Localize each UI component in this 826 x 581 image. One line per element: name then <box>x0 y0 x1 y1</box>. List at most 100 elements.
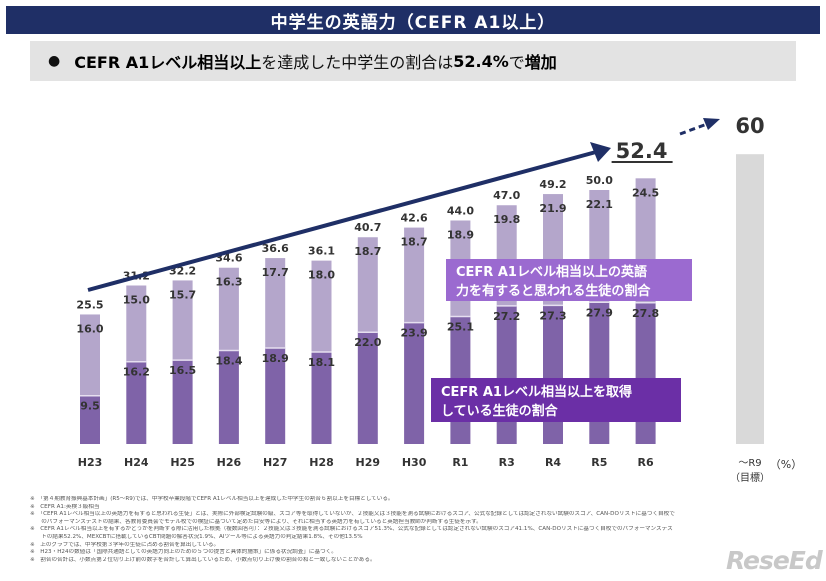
top-value-label: 15.7 <box>169 288 196 301</box>
bottom-value-label: 27.2 <box>493 310 520 323</box>
bar-bottom-segment <box>172 360 193 444</box>
x-tick-label: H30 <box>402 456 427 469</box>
total-value-label: 40.7 <box>354 221 381 234</box>
target-dashed-arrow-line <box>679 122 708 136</box>
bar-bottom-segment <box>311 352 332 444</box>
footnote: ※ CEFR A1レベル相当以上を有するかどうかを判断する際に活用した根拠（複数… <box>30 526 673 533</box>
target-category-sublabel: （目標） <box>730 471 770 484</box>
bar-bottom-segment <box>265 347 286 444</box>
footnote: ※ 「第４期教育振興基本計画」(R5〜R9)では、中学校卒業段階でCEFR A1… <box>30 496 394 502</box>
page-title: 中学生の英語力（CEFR A1以上） <box>6 6 820 34</box>
bar-top-segment <box>404 227 425 323</box>
x-tick-label: H25 <box>170 456 195 469</box>
total-value-label: 44.0 <box>447 204 474 217</box>
bar-top-segment <box>126 285 147 362</box>
headline-part-4: で <box>508 53 525 72</box>
top-value-label: 18.9 <box>447 228 474 241</box>
top-value-label: 18.0 <box>308 269 335 282</box>
total-value-label: 50.0 <box>586 174 613 187</box>
bar-top-segment <box>265 258 286 348</box>
legend-box-bottom <box>431 378 681 422</box>
headline-part-5: 増加 <box>524 53 557 72</box>
x-tick-label: R3 <box>499 456 515 469</box>
bar-top-segment <box>218 267 239 351</box>
bar-bottom-segment <box>126 361 147 444</box>
top-value-label: 19.8 <box>493 213 520 226</box>
bottom-value-label: 18.4 <box>215 355 242 368</box>
bar-bottom-segment <box>496 305 517 444</box>
bottom-value-label: 25.1 <box>447 320 474 333</box>
total-value-label: 36.1 <box>308 245 335 258</box>
bottom-value-label: 22.0 <box>354 336 381 349</box>
legend-text-top-line2: 力を有すると思われる生徒の割合 <box>456 283 651 299</box>
bar-top-segment <box>172 280 193 361</box>
headline-part-3: 52.4% <box>453 51 509 71</box>
bar-top-segment <box>80 314 100 396</box>
x-tick-label: H29 <box>356 456 381 469</box>
bar-top-segment <box>357 237 378 333</box>
x-tick-label: H24 <box>124 456 149 469</box>
bar-bottom-segment <box>543 305 563 444</box>
bar-bottom-segment <box>404 322 425 444</box>
x-tick-label: R5 <box>591 456 607 469</box>
footnote: のパフォーマンステストの結果、各教育委員会でモデル校での検証に基づいて定めた目安… <box>30 518 482 525</box>
footnote: ※ H23・H24の数値は「国際共通語としての英語力向上のための５つの提言と具体… <box>30 549 337 556</box>
bottom-value-label: 9.5 <box>80 400 100 413</box>
top-value-label: 22.1 <box>586 198 613 211</box>
top-value-label: 16.0 <box>76 322 103 335</box>
target-bar <box>736 154 764 444</box>
target-value-label: 60 <box>735 114 764 138</box>
headline-box: ● CEFR A1レベル相当以上 を達成した中学生の割合は 52.4% で 増加 <box>30 41 796 81</box>
target-dashed-arrow-head <box>703 118 720 130</box>
x-tick-label: R6 <box>638 456 654 469</box>
bottom-value-label: 27.3 <box>539 309 566 322</box>
bar-bottom-segment <box>357 332 378 444</box>
top-value-label: 18.7 <box>401 236 428 249</box>
bullet-icon: ● <box>48 53 61 69</box>
legend-text-bottom-line1: CEFR A1レベル相当以上を取得 <box>441 384 632 400</box>
bottom-value-label: 23.9 <box>401 327 428 340</box>
x-tick-label: H23 <box>78 456 103 469</box>
top-value-label: 21.9 <box>539 202 566 215</box>
bottom-value-label: 27.8 <box>632 307 659 320</box>
bottom-value-label: 16.2 <box>123 366 150 379</box>
footnote: ※ 上のグラフでは、中学校第３学年の生徒に占める割合を算出している。 <box>30 541 220 548</box>
resemom-logo: ReseEd <box>726 546 823 575</box>
footnote: ※ 割合の合計は、小数点第２位切り上げ前の数字を合計して算出しているため、小数点… <box>30 556 376 563</box>
top-value-label: 24.5 <box>632 186 659 199</box>
top-value-label: 16.3 <box>215 276 242 289</box>
bar-top-segment <box>311 260 332 353</box>
target-category-label: 〜R9 <box>738 458 761 469</box>
top-value-label: 17.7 <box>262 266 289 279</box>
bottom-value-label: 27.9 <box>586 306 613 319</box>
bottom-value-label: 16.5 <box>169 364 196 377</box>
total-value-label: 49.2 <box>539 178 566 191</box>
bar-bottom-segment <box>589 302 610 444</box>
bar-bottom-segment <box>635 302 656 444</box>
total-value-label: 25.5 <box>76 298 103 311</box>
bottom-value-label: 18.9 <box>262 352 289 365</box>
legend-text-bottom-line2: している生徒の割合 <box>441 403 559 419</box>
top-value-label: 18.7 <box>354 245 381 258</box>
x-tick-label: R4 <box>545 456 561 469</box>
x-tick-label: H27 <box>263 456 288 469</box>
unit-label: （%） <box>770 458 802 471</box>
x-tick-label: H28 <box>309 456 334 469</box>
legend-box-top <box>446 259 692 301</box>
total-value-label: 42.6 <box>401 212 428 225</box>
bar-bottom-segment <box>80 395 100 444</box>
total-value-label: 47.0 <box>493 189 520 202</box>
trend-arrow-line <box>87 150 597 292</box>
headline-part-1: CEFR A1レベル相当以上 <box>74 53 262 72</box>
trend-arrow-head <box>590 142 611 162</box>
total-value-label-highlight: 52.4 <box>616 139 668 163</box>
footnote: トの結果52.2%、MEXCBTに搭載しているCBT問題の解答状況1.9%、AI… <box>30 533 363 540</box>
bottom-value-label: 18.1 <box>308 356 335 369</box>
top-value-label: 15.0 <box>123 294 150 307</box>
bar-bottom-segment <box>218 350 239 444</box>
headline-part-2: を達成した中学生の割合は <box>261 53 454 72</box>
footnote: ※ CEFR A1:英検３級相当 <box>30 503 100 510</box>
footnotes: ※ 「第４期教育振興基本計画」(R5〜R9)では、中学校卒業段階でCEFR A1… <box>30 496 760 564</box>
x-tick-label: R1 <box>452 456 468 469</box>
